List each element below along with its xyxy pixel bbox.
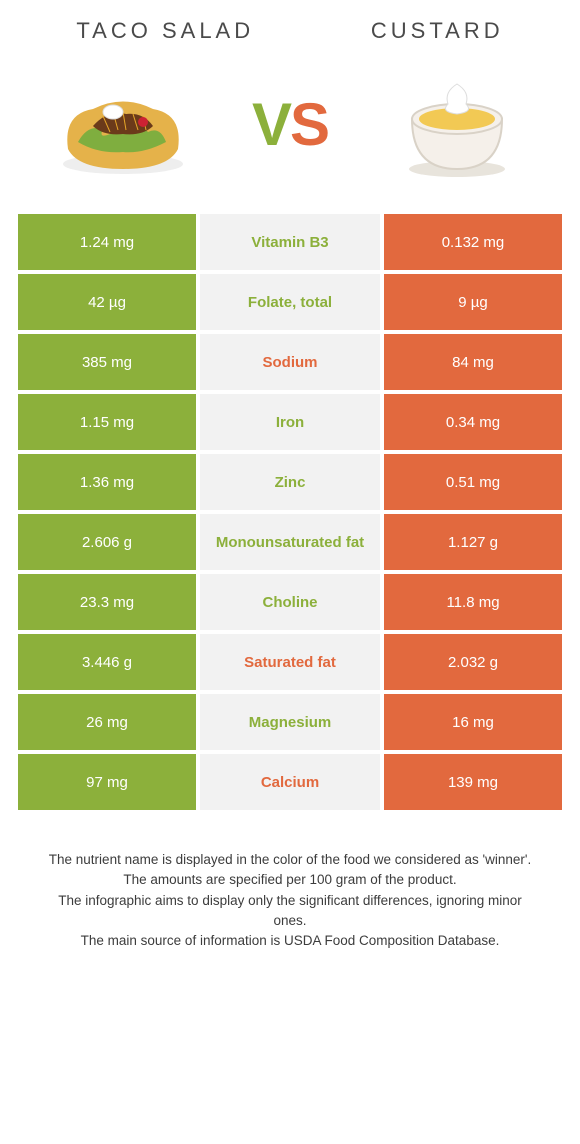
table-row: 1.36 mgZinc0.51 mg [18, 454, 562, 510]
taco-salad-image [48, 64, 198, 184]
vs-label: VS [252, 90, 328, 159]
vs-s: S [290, 91, 328, 158]
value-left: 97 mg [18, 754, 196, 810]
value-left: 1.36 mg [18, 454, 196, 510]
table-row: 97 mgCalcium139 mg [18, 754, 562, 810]
value-right: 16 mg [384, 694, 562, 750]
value-right: 2.032 g [384, 634, 562, 690]
value-right: 84 mg [384, 334, 562, 390]
footer-line: The amounts are specified per 100 gram o… [48, 870, 532, 890]
table-row: 1.15 mgIron0.34 mg [18, 394, 562, 450]
value-right: 0.51 mg [384, 454, 562, 510]
value-right: 0.132 mg [384, 214, 562, 270]
footer-line: The main source of information is USDA F… [48, 931, 532, 951]
vs-v: V [252, 91, 290, 158]
footer-line: The infographic aims to display only the… [48, 891, 532, 932]
food-title-left: TACO SALAD [76, 18, 254, 44]
table-row: 42 µgFolate, total9 µg [18, 274, 562, 330]
value-right: 139 mg [384, 754, 562, 810]
value-left: 385 mg [18, 334, 196, 390]
nutrient-label: Zinc [200, 454, 380, 510]
value-left: 26 mg [18, 694, 196, 750]
nutrient-label: Saturated fat [200, 634, 380, 690]
nutrient-label: Calcium [200, 754, 380, 810]
value-left: 23.3 mg [18, 574, 196, 630]
food-title-right: CUSTARD [371, 18, 504, 44]
nutrient-label: Iron [200, 394, 380, 450]
nutrient-label: Magnesium [200, 694, 380, 750]
table-row: 3.446 gSaturated fat2.032 g [18, 634, 562, 690]
value-left: 1.15 mg [18, 394, 196, 450]
table-row: 2.606 gMonounsaturated fat1.127 g [18, 514, 562, 570]
table-row: 23.3 mgCholine11.8 mg [18, 574, 562, 630]
images-row: VS [18, 64, 562, 184]
nutrient-table: 1.24 mgVitamin B30.132 mg42 µgFolate, to… [18, 214, 562, 810]
table-row: 385 mgSodium84 mg [18, 334, 562, 390]
nutrient-label: Sodium [200, 334, 380, 390]
footer-notes: The nutrient name is displayed in the co… [18, 850, 562, 951]
nutrient-label: Vitamin B3 [200, 214, 380, 270]
header-row: TACO SALAD CUSTARD [18, 18, 562, 44]
nutrient-label: Folate, total [200, 274, 380, 330]
table-row: 26 mgMagnesium16 mg [18, 694, 562, 750]
table-row: 1.24 mgVitamin B30.132 mg [18, 214, 562, 270]
value-left: 42 µg [18, 274, 196, 330]
value-right: 1.127 g [384, 514, 562, 570]
footer-line: The nutrient name is displayed in the co… [48, 850, 532, 870]
value-right: 9 µg [384, 274, 562, 330]
custard-image [382, 64, 532, 184]
value-left: 2.606 g [18, 514, 196, 570]
value-left: 3.446 g [18, 634, 196, 690]
nutrient-label: Choline [200, 574, 380, 630]
nutrient-label: Monounsaturated fat [200, 514, 380, 570]
value-left: 1.24 mg [18, 214, 196, 270]
value-right: 0.34 mg [384, 394, 562, 450]
value-right: 11.8 mg [384, 574, 562, 630]
